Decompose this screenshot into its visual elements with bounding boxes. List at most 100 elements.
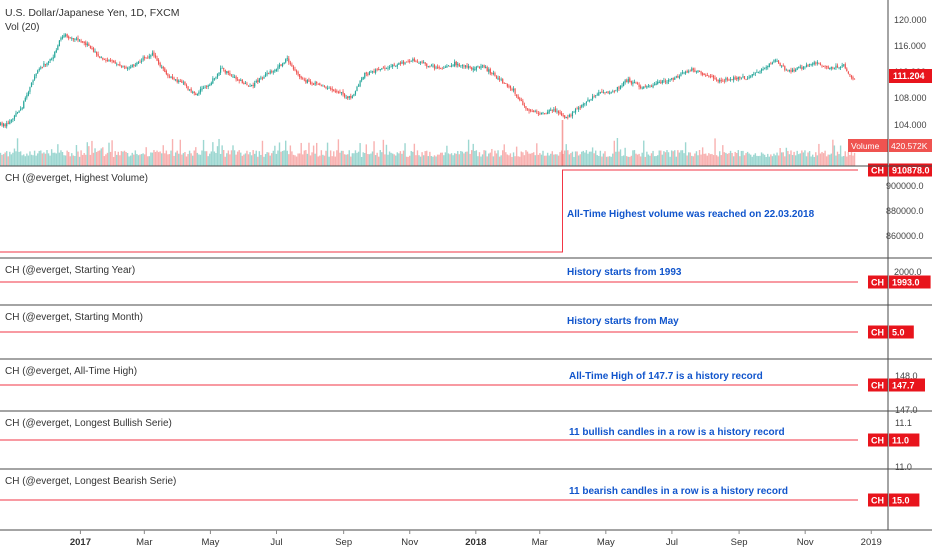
- volume-bar: [846, 156, 848, 166]
- candle: [636, 81, 639, 85]
- pane-annotation: All-Time High of 147.7 is a history reco…: [569, 371, 763, 382]
- volume-bar: [91, 140, 93, 166]
- candle: [199, 86, 202, 95]
- volume-bar: [644, 156, 646, 166]
- volume-bar: [626, 156, 628, 166]
- ch-badge-label: CH: [871, 278, 884, 288]
- volume-bar: [503, 144, 505, 166]
- candle: [243, 81, 245, 85]
- volume-bar: [461, 151, 464, 166]
- candle: [590, 98, 592, 101]
- indicator-pane[interactable]: CH (@everget, Starting Month) History sta…: [0, 312, 914, 339]
- volume-bar: [27, 155, 30, 166]
- volume-bar: [345, 154, 347, 166]
- pane-title[interactable]: CH (@everget, Highest Volume): [5, 173, 148, 184]
- ch-badge-label: CH: [871, 381, 884, 391]
- volume-bar: [602, 153, 605, 166]
- pane-title[interactable]: CH (@everget, Longest Bearish Serie): [5, 476, 176, 487]
- pane-title[interactable]: CH (@everget, Starting Year): [5, 265, 135, 276]
- volume-bar: [598, 155, 600, 166]
- indicator-pane[interactable]: CH (@everget, Longest Bullish Serie) 11 b…: [0, 418, 920, 472]
- indicator-pane[interactable]: CH (@everget, Starting Year) History star…: [0, 265, 931, 289]
- candle: [654, 82, 656, 86]
- candle: [18, 110, 20, 114]
- volume-bar: [805, 156, 808, 166]
- volume-bar: [511, 156, 513, 166]
- candle: [557, 110, 560, 116]
- candle: [91, 45, 93, 50]
- volume-bar: [692, 156, 695, 166]
- candle: [357, 83, 360, 87]
- candle: [737, 76, 739, 82]
- volume-bar: [50, 149, 53, 166]
- symbol-title[interactable]: U.S. Dollar/Japanese Yen, 1D, FXCM: [5, 7, 180, 19]
- volume-indicator-label[interactable]: Vol (20): [5, 22, 39, 33]
- candle: [612, 89, 614, 93]
- volume-bar: [486, 156, 488, 166]
- candle: [102, 57, 104, 61]
- candle: [21, 107, 23, 111]
- volume-bar: [52, 152, 54, 166]
- candle: [61, 34, 64, 40]
- indicator-pane[interactable]: CH (@everget, Longest Bearish Serie) 11 b…: [0, 476, 920, 507]
- candle: [171, 74, 174, 80]
- candle: [114, 59, 116, 64]
- volume-bar: [148, 156, 150, 166]
- volume-bar: [407, 156, 409, 166]
- volume-bar: [291, 151, 293, 166]
- pane-title[interactable]: CH (@everget, Starting Month): [5, 312, 143, 323]
- candle: [838, 66, 840, 70]
- candle: [49, 58, 51, 63]
- volume-bar: [184, 151, 186, 166]
- volume-bar: [317, 156, 319, 166]
- volume-bar: [243, 154, 245, 166]
- pane-axis-tick: 11.1: [895, 418, 912, 428]
- candle: [47, 60, 50, 66]
- pane-separators[interactable]: [0, 0, 932, 531]
- candle: [181, 79, 183, 83]
- volume-bar: [305, 150, 307, 166]
- volume-bar: [844, 151, 846, 166]
- volume-bar: [584, 152, 586, 166]
- volume-bar: [452, 155, 454, 166]
- volume-bar: [325, 150, 327, 166]
- volume-bar: [46, 150, 48, 166]
- volume-bar: [261, 140, 264, 166]
- volume-bar: [385, 144, 388, 166]
- candle: [853, 78, 856, 80]
- candle: [384, 65, 386, 71]
- ch-badge-label-bg: [868, 325, 888, 339]
- candle: [542, 111, 544, 115]
- candle: [492, 70, 494, 76]
- candle: [768, 63, 770, 68]
- volume-bar: [329, 150, 332, 166]
- volume-bar: [0, 152, 2, 166]
- ch-badge-label: CH: [871, 166, 884, 176]
- price-axis[interactable]: 120.000 116.000 112.000 108.000 104.000 …: [848, 15, 932, 152]
- candle: [843, 63, 845, 67]
- volume-bar: [494, 150, 496, 166]
- candle: [46, 62, 48, 67]
- volume-bar: [298, 153, 301, 166]
- volume-bar: [433, 155, 436, 166]
- volume-bar: [630, 155, 633, 166]
- pane-title[interactable]: CH (@everget, All-Time High): [5, 366, 137, 377]
- indicator-pane[interactable]: CH (@everget, Highest Volume) All-Time Hi…: [0, 163, 932, 253]
- volume-bar: [223, 150, 225, 166]
- candle: [74, 37, 76, 42]
- volume-bar: [302, 154, 304, 166]
- volume-bar: [368, 154, 371, 166]
- volume-bar: [843, 156, 845, 166]
- candle: [643, 86, 645, 90]
- indicator-pane[interactable]: CH (@everget, All-Time High) All-Time Hig…: [0, 366, 925, 415]
- candle: [849, 73, 851, 77]
- candle: [415, 59, 417, 63]
- candle: [227, 70, 229, 76]
- volume-bar: [701, 147, 704, 166]
- pane-title[interactable]: CH (@everget, Longest Bullish Serie): [5, 418, 172, 429]
- candle: [94, 48, 96, 53]
- volume-bar: [799, 153, 801, 166]
- time-axis[interactable]: 2017 Mar May Jul Sep Nov 2018 Mar May Jul Sep Nov 20…: [70, 530, 882, 548]
